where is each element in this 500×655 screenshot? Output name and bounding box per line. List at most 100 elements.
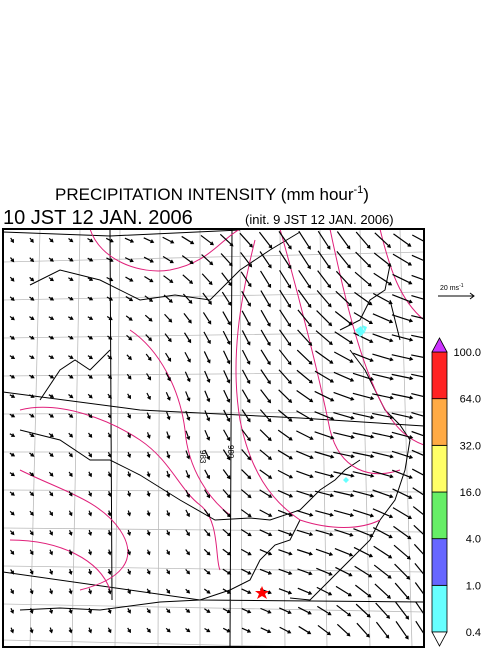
wind-arrow	[278, 231, 292, 250]
wind-arrow	[298, 230, 311, 250]
wind-arrow	[372, 333, 394, 343]
wind-arrow	[203, 548, 211, 556]
wind-arrow	[392, 488, 413, 499]
wind-arrow	[260, 290, 271, 308]
wind-arrow	[260, 329, 271, 347]
wind-arrow	[316, 310, 333, 327]
wind-arrow	[240, 548, 252, 556]
wind-arrow	[277, 469, 294, 479]
wind-arrow	[49, 568, 54, 575]
wind-arrow	[241, 608, 252, 614]
wind-arrow	[146, 608, 151, 614]
wind-arrow	[29, 568, 34, 575]
wind-arrow	[317, 270, 332, 289]
wind-arrow	[259, 549, 273, 556]
wind-arrow	[260, 270, 272, 289]
wind-arrow	[48, 394, 55, 398]
wind-arrow	[146, 471, 151, 478]
wind-arrow	[373, 564, 392, 579]
wind-arrow	[29, 607, 34, 614]
wind-arrow	[146, 627, 151, 633]
colorbar-label: 1.0	[466, 580, 481, 592]
wind-arrow	[375, 621, 390, 639]
wind-arrow	[29, 374, 35, 379]
wind-arrow	[29, 394, 35, 398]
wind-arrow	[107, 335, 113, 340]
wind-arrow	[166, 490, 171, 498]
wind-arrow	[222, 548, 232, 556]
wind-arrow	[124, 257, 134, 263]
wind-arrow	[107, 413, 112, 419]
wind-arrow	[106, 257, 114, 262]
wind-arrow	[49, 549, 53, 556]
wind-arrow	[241, 330, 251, 346]
wind-arrow	[315, 330, 333, 346]
wind-arrow	[279, 607, 292, 614]
wind-arrow	[413, 524, 424, 536]
map-frame	[2, 228, 425, 648]
wind-arrow	[185, 608, 191, 613]
wind-arrow	[297, 568, 313, 576]
wind-arrow	[68, 335, 74, 340]
wind-arrow	[68, 374, 74, 379]
wind-arrow	[222, 588, 232, 594]
wind-arrow	[29, 355, 35, 359]
wind-arrow	[48, 374, 55, 379]
wind-arrow	[259, 529, 273, 537]
wind-arrow	[241, 449, 252, 461]
wind-arrow	[165, 627, 171, 633]
wind-arrow	[356, 622, 370, 638]
wind-arrow	[259, 489, 273, 498]
wind-arrow	[165, 372, 171, 382]
wind-arrow	[126, 354, 132, 361]
wind-arrow	[259, 449, 273, 460]
wind-arrow	[29, 491, 35, 497]
wind-arrow	[48, 316, 55, 320]
wind-arrow	[277, 429, 293, 441]
wind-arrow	[29, 316, 35, 321]
wind-arrow	[29, 257, 35, 263]
wind-arrow	[126, 334, 133, 341]
precip-patch	[343, 325, 367, 483]
wind-arrow	[68, 296, 74, 301]
wind-arrow	[392, 469, 413, 479]
wind-arrow	[185, 470, 191, 479]
wind-arrow	[88, 510, 93, 517]
wind-arrow	[163, 275, 174, 283]
wind-arrow	[241, 469, 252, 480]
wind-arrow	[87, 393, 93, 399]
wind-arrow	[166, 431, 171, 440]
wind-arrow	[48, 257, 54, 262]
wind-arrow	[278, 588, 293, 595]
wind-arrow	[165, 608, 171, 614]
wind-arrow	[223, 409, 231, 423]
wind-arrow	[314, 411, 335, 421]
wind-arrow	[298, 625, 312, 635]
location-star	[255, 586, 269, 599]
wind-arrow	[9, 374, 16, 379]
wind-arrow	[260, 389, 272, 404]
wind-arrow	[372, 527, 393, 539]
wind-arrow	[296, 549, 313, 556]
wind-arrow	[314, 431, 335, 440]
wind-arrow	[372, 313, 394, 324]
wind-arrow	[107, 510, 112, 517]
wind-arrow	[333, 431, 355, 439]
wind-arrow	[352, 471, 375, 478]
wind-arrow	[353, 546, 374, 558]
wind-reference-label: 20 ms-1	[440, 283, 464, 292]
wind-arrow	[279, 309, 291, 328]
wind-arrow	[411, 354, 424, 359]
wind-arrow	[204, 410, 211, 422]
wind-arrow	[336, 250, 351, 269]
title-sup: -1	[354, 184, 364, 196]
wind-arrow	[29, 413, 35, 418]
wind-arrow	[241, 429, 251, 442]
wind-arrow	[241, 290, 251, 307]
wind-arrow	[146, 549, 151, 556]
wind-arrow	[219, 233, 234, 247]
wind-arrow	[87, 355, 94, 360]
wind-arrow	[127, 510, 132, 517]
wind-arrow	[374, 583, 391, 599]
wind-ref-sup: -1	[459, 283, 464, 289]
